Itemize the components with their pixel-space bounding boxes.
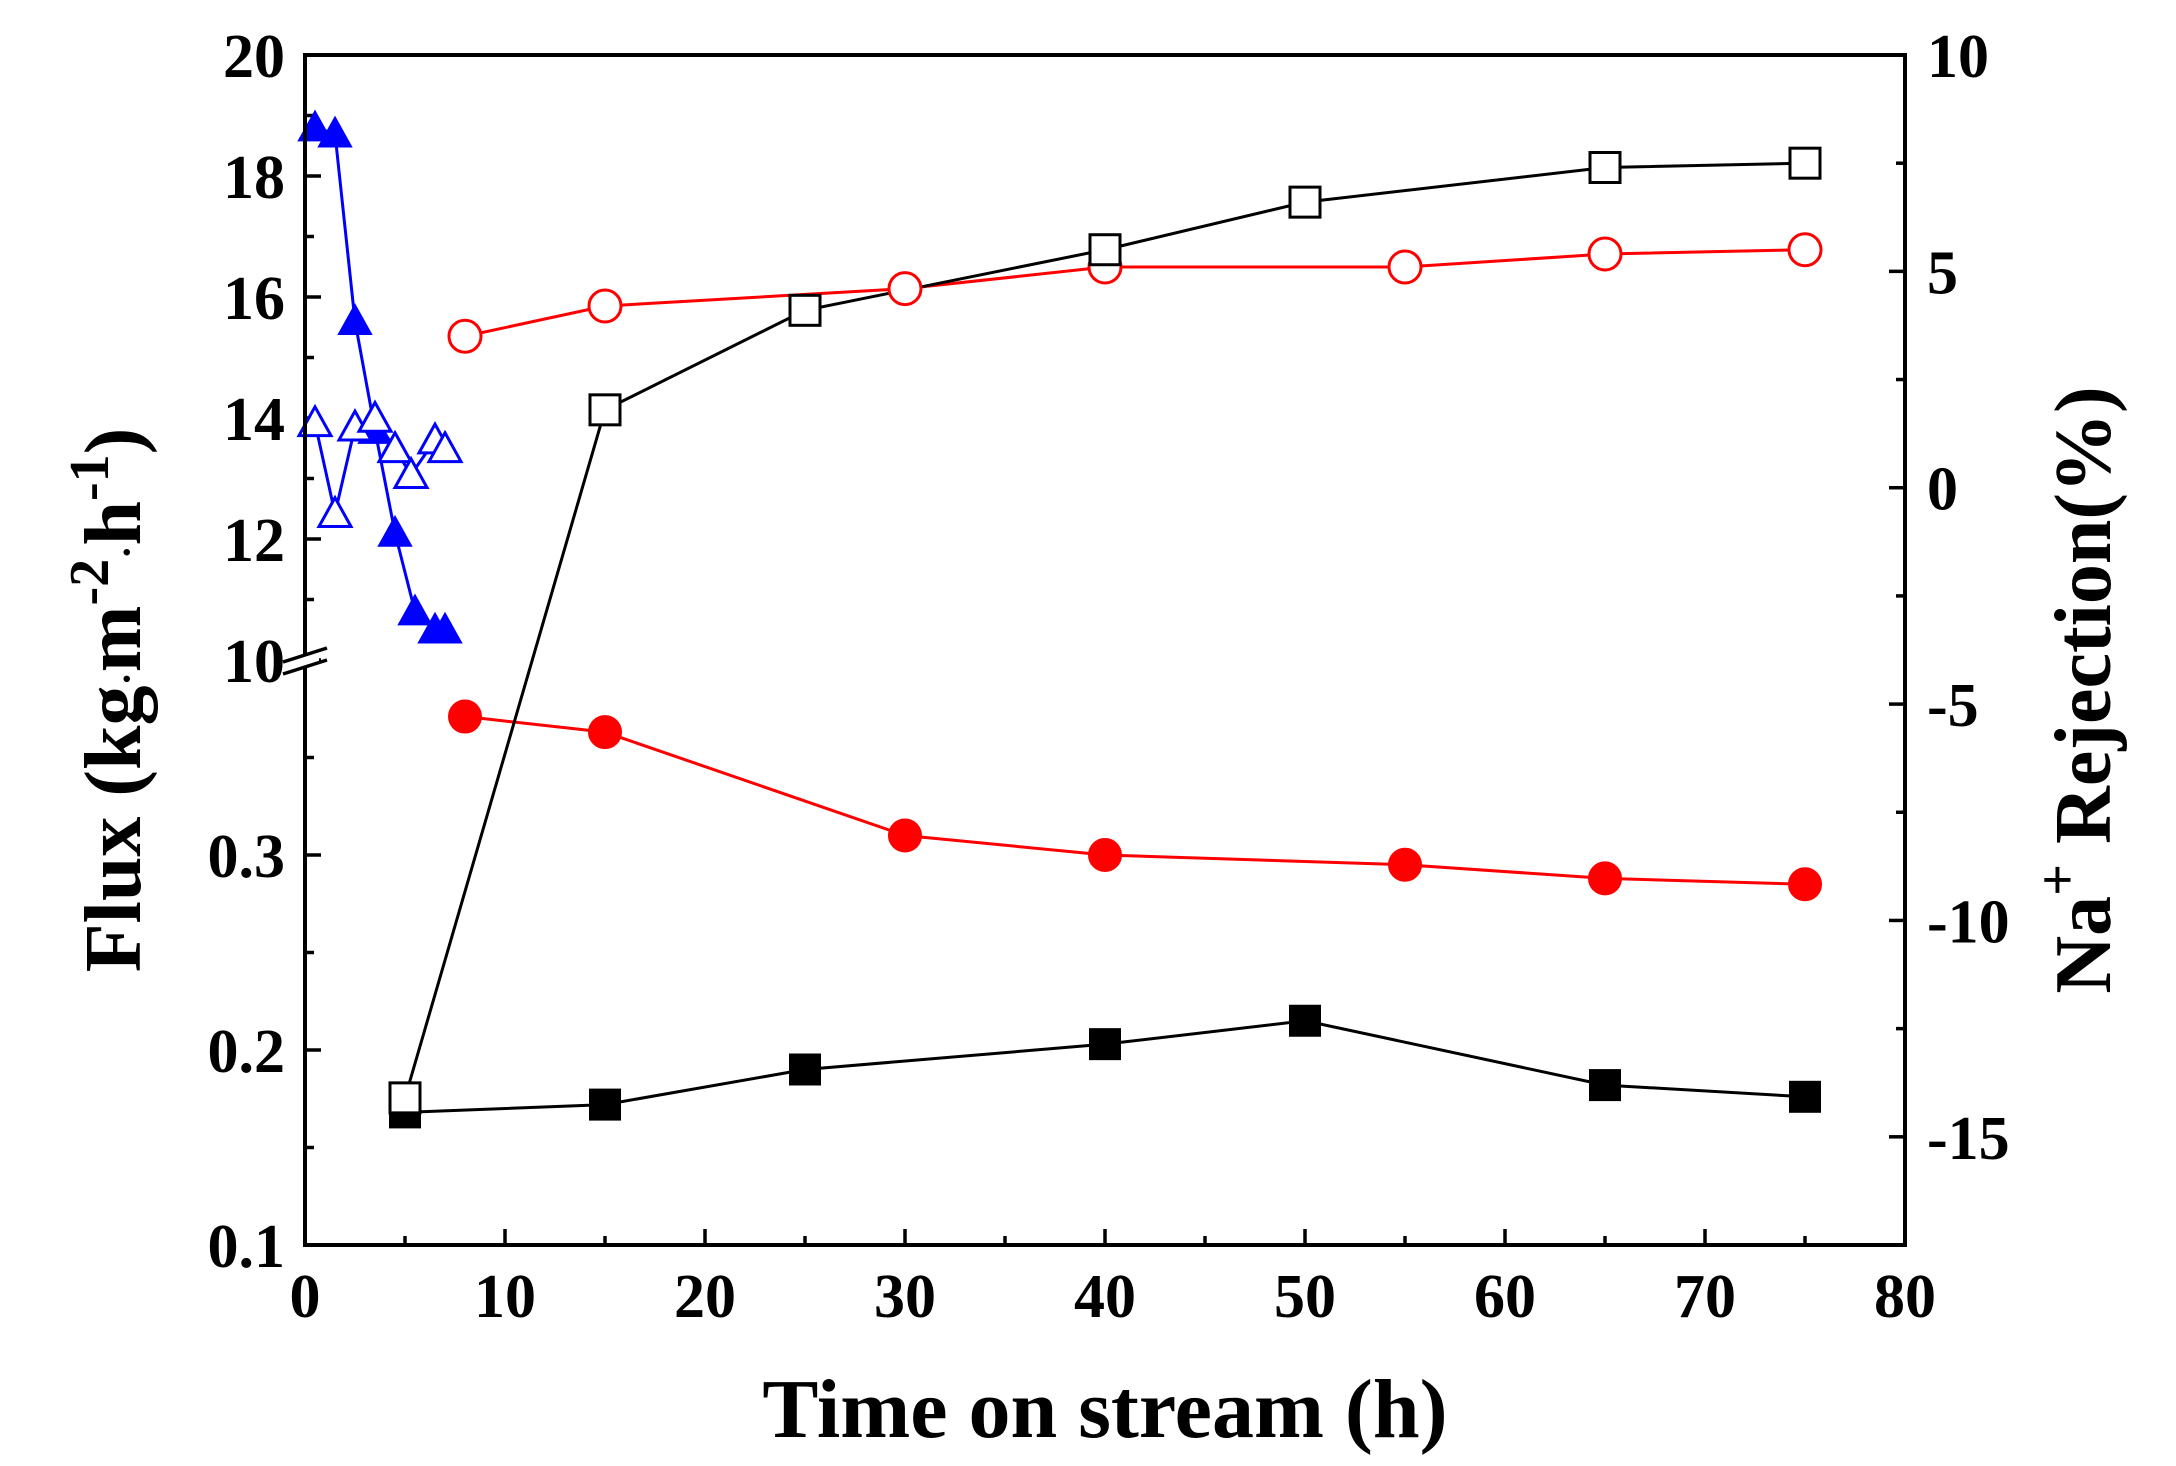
y-left-tick-label: 16	[223, 265, 285, 333]
rejection-blue-point	[356, 399, 394, 433]
rejection-blue-point	[426, 429, 464, 464]
y-right-tick-label: -10	[1927, 888, 2010, 956]
series-lines	[313, 126, 1806, 1114]
rejection-blue-point	[392, 455, 430, 490]
rejection-black-point	[788, 293, 822, 327]
rejection-black-point	[1088, 233, 1122, 267]
flux-red-point	[1088, 838, 1122, 872]
flux-red-line	[464, 715, 1806, 886]
x-tick-label: 20	[674, 1263, 736, 1331]
x-tick-label: 40	[1074, 1263, 1136, 1331]
series-markers	[296, 109, 1823, 1129]
y-left-tick-label: 0.1	[208, 1213, 286, 1281]
rejection-red-point	[447, 318, 483, 354]
y-left-tick-label: 12	[223, 507, 285, 575]
flux-black-point	[589, 1088, 621, 1121]
rejection-red-point	[1387, 249, 1423, 285]
flux-blue-point	[337, 303, 373, 335]
x-tick-label: 50	[1274, 1263, 1336, 1331]
flux-black-point	[1789, 1080, 1821, 1113]
axis-break-line	[282, 646, 328, 664]
y-right-axis-title: Na+ Rejection(%)	[2027, 386, 2128, 993]
rejection-black-point	[1288, 185, 1322, 219]
x-tick-label: 10	[474, 1263, 536, 1331]
y-left-tick-label: 14	[223, 386, 285, 454]
rejection-black-point	[388, 1081, 422, 1115]
rejection-red-point	[587, 288, 623, 324]
tick-labels: 0 10 20 30 40 50 60 70 800.10.20.3101214161820-1…	[208, 23, 2010, 1331]
x-tick-label: 30	[874, 1263, 936, 1331]
y-right-tick-label: 5	[1927, 239, 1958, 307]
plot-frame	[303, 53, 1907, 1247]
y-left-axis-title: Flux (kg·m-2·h-1)	[59, 428, 158, 973]
rejection-red-point	[887, 271, 923, 307]
flux-red-point	[588, 715, 622, 750]
x-tick-label: 70	[1674, 1263, 1736, 1331]
y-left-tick-label: 10	[223, 628, 285, 696]
y-left-tick-label: 0.3	[208, 823, 286, 891]
flux-blue-line	[314, 126, 445, 632]
flux-blue-point	[427, 611, 463, 644]
flux-black-point	[1289, 1004, 1321, 1037]
rejection-red-point	[1587, 236, 1623, 272]
flux-red-point	[448, 699, 482, 734]
y-right-tick-label: -5	[1927, 672, 1979, 740]
rejection-blue-point	[316, 494, 354, 528]
flux-red-point	[1588, 861, 1622, 896]
y-left-tick-label: 18	[223, 144, 285, 212]
flux-red-point	[888, 818, 922, 853]
y-left-tick-label: 0.2	[208, 1018, 286, 1086]
rejection-black-point	[588, 393, 622, 427]
flux-black-point	[789, 1053, 821, 1086]
axis-break-mark	[282, 646, 328, 676]
flux-red-point	[1788, 867, 1822, 902]
y-right-tick-label: -15	[1927, 1105, 2010, 1173]
rejection-red-point	[1787, 232, 1823, 268]
flux-black-point	[1589, 1069, 1621, 1102]
flux-blue-point	[397, 593, 433, 626]
rejection-blue-point	[376, 429, 414, 464]
axis-break-line	[282, 658, 328, 676]
flux-black-point	[1089, 1028, 1121, 1061]
rejection-black-point	[1588, 151, 1622, 185]
x-axis-title: Time on stream (h)	[762, 1363, 1447, 1456]
flux-red-point	[1388, 847, 1422, 882]
y-right-tick-label: 0	[1927, 456, 1958, 524]
flux-blue-point	[317, 115, 353, 148]
rejection-black-point	[1788, 146, 1822, 180]
x-tick-label: 80	[1874, 1263, 1936, 1331]
x-tick-label: 60	[1474, 1263, 1536, 1331]
y-right-tick-label: 10	[1927, 23, 1989, 91]
flux-blue-point	[377, 514, 413, 547]
x-tick-label: 0	[290, 1263, 321, 1331]
y-left-tick-label: 20	[223, 23, 285, 91]
